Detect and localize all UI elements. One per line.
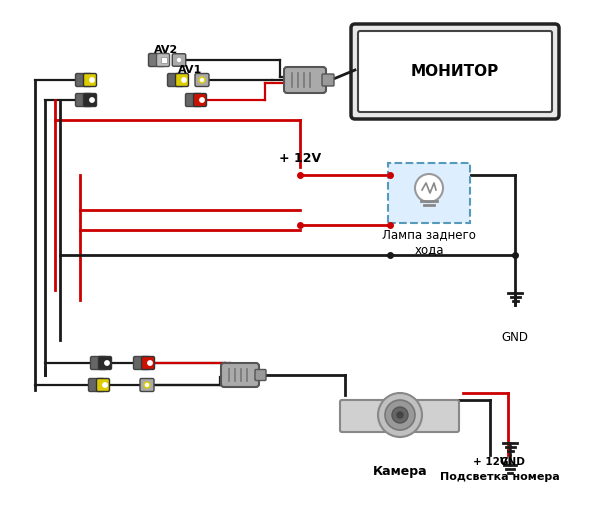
Circle shape xyxy=(103,383,107,387)
FancyBboxPatch shape xyxy=(340,400,459,432)
FancyBboxPatch shape xyxy=(133,357,149,369)
FancyBboxPatch shape xyxy=(161,57,167,63)
FancyBboxPatch shape xyxy=(83,74,97,86)
FancyBboxPatch shape xyxy=(97,379,110,391)
Circle shape xyxy=(144,382,150,388)
FancyBboxPatch shape xyxy=(98,357,112,369)
Text: + 12V: + 12V xyxy=(473,457,508,467)
FancyBboxPatch shape xyxy=(255,369,266,381)
Text: GND: GND xyxy=(502,331,529,344)
FancyBboxPatch shape xyxy=(76,94,91,106)
FancyBboxPatch shape xyxy=(76,74,91,86)
Circle shape xyxy=(415,174,443,202)
Circle shape xyxy=(385,400,415,430)
FancyBboxPatch shape xyxy=(195,74,209,86)
FancyBboxPatch shape xyxy=(140,379,154,391)
FancyBboxPatch shape xyxy=(157,54,170,66)
FancyBboxPatch shape xyxy=(91,357,107,369)
Text: AV2: AV2 xyxy=(154,45,178,55)
FancyBboxPatch shape xyxy=(388,163,470,223)
FancyBboxPatch shape xyxy=(193,94,206,106)
Circle shape xyxy=(178,59,181,61)
Circle shape xyxy=(148,361,152,365)
FancyBboxPatch shape xyxy=(351,24,559,119)
FancyBboxPatch shape xyxy=(172,54,186,66)
FancyBboxPatch shape xyxy=(284,67,326,93)
Text: МОНИТОР: МОНИТОР xyxy=(411,64,499,79)
Circle shape xyxy=(397,412,403,418)
Text: + 12V: + 12V xyxy=(279,151,321,165)
Circle shape xyxy=(90,78,94,82)
FancyBboxPatch shape xyxy=(221,363,259,387)
FancyBboxPatch shape xyxy=(83,94,97,106)
Text: GND: GND xyxy=(499,457,525,467)
FancyBboxPatch shape xyxy=(167,74,184,86)
Circle shape xyxy=(392,407,408,423)
Text: Лампа заднего
хода: Лампа заднего хода xyxy=(382,228,476,256)
FancyBboxPatch shape xyxy=(176,74,188,86)
Circle shape xyxy=(90,98,94,102)
FancyBboxPatch shape xyxy=(358,31,552,112)
Circle shape xyxy=(200,98,204,102)
Circle shape xyxy=(378,393,422,437)
Circle shape xyxy=(176,57,182,63)
Text: Камера: Камера xyxy=(373,465,427,478)
FancyBboxPatch shape xyxy=(322,74,334,86)
Circle shape xyxy=(105,361,109,365)
FancyBboxPatch shape xyxy=(142,357,155,369)
FancyBboxPatch shape xyxy=(149,54,164,66)
Text: AV1: AV1 xyxy=(178,65,202,75)
Circle shape xyxy=(200,79,203,81)
FancyBboxPatch shape xyxy=(89,379,104,391)
Circle shape xyxy=(146,383,149,386)
Text: Подсветка номера: Подсветка номера xyxy=(440,472,560,482)
Circle shape xyxy=(199,77,205,83)
Circle shape xyxy=(182,78,186,82)
FancyBboxPatch shape xyxy=(185,94,202,106)
